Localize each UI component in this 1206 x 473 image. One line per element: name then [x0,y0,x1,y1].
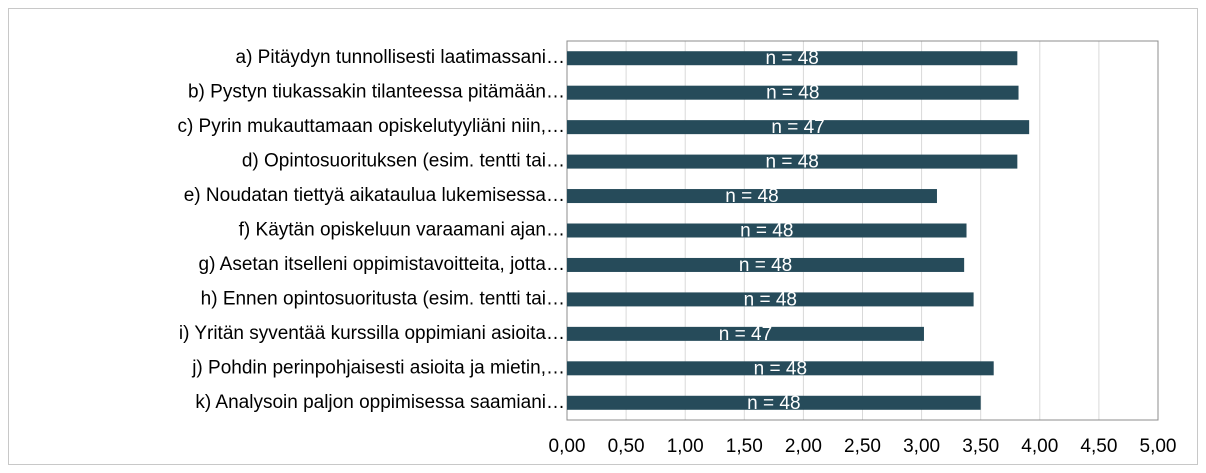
y-tick-label: k) Analysoin paljon oppimisessa saamiani… [195,392,565,413]
bar-label: n = 48 [754,358,807,379]
bar-label: n = 48 [725,186,778,207]
y-tick-label: j) Pohdin perinpohjaisesti asioita ja mi… [191,357,565,378]
bar [567,257,965,272]
x-tick-label: 2,00 [785,436,822,457]
x-tick-label: 1,00 [667,436,704,457]
bar [567,326,924,341]
bar-label: n = 48 [740,221,793,242]
bar [567,395,981,410]
y-tick-label: a) Pitäydyn tunnollisesti laatimassani… [236,47,566,68]
y-tick-label: b) Pystyn tiukassakin tilanteessa pitämä… [188,82,565,103]
x-tick-label: 3,00 [903,436,940,457]
x-tick-label: 4,50 [1080,436,1117,457]
bar-label: n = 48 [744,289,797,310]
bar-label: n = 48 [766,83,819,104]
x-tick-label: 1,50 [726,436,763,457]
x-tick-label: 3,50 [962,436,999,457]
bar-label: n = 48 [765,152,818,173]
y-tick-label: d) Opintosuorituksen (esim. tentti tai… [242,151,565,172]
bar-label: n = 47 [771,117,824,138]
x-tick-label: 0,00 [549,436,586,457]
bar [567,361,994,376]
bar [567,292,974,307]
x-tick-label: 2,50 [844,436,881,457]
y-tick-label: g) Asetan itselleni oppimistavoitteita, … [199,254,565,275]
y-tick-label: f) Käytän opiskeluun varaamani ajan… [239,220,565,241]
y-tick-label: e) Noudatan tiettyä aikataulua lukemises… [184,185,565,206]
y-tick-label: i) Yritän syventää kurssilla oppimiani a… [179,323,565,344]
bar-label: n = 48 [739,255,792,276]
x-tick-label: 0,50 [608,436,645,457]
bar-label: n = 48 [747,393,800,414]
bar-label: n = 47 [719,324,772,345]
bar [567,51,1018,66]
bar [567,120,1030,135]
bar [567,85,1019,100]
y-tick-label: h) Ennen opintosuoritusta (esim. tentti … [201,288,565,309]
bar [567,223,967,238]
y-tick-label: c) Pyrin mukauttamaan opiskelutyyliäni n… [177,116,565,137]
x-tick-label: 4,00 [1021,436,1058,457]
x-tick-label: 5,00 [1140,436,1177,457]
bar [567,189,937,204]
bar-label: n = 48 [765,48,818,69]
bar [567,154,1018,169]
